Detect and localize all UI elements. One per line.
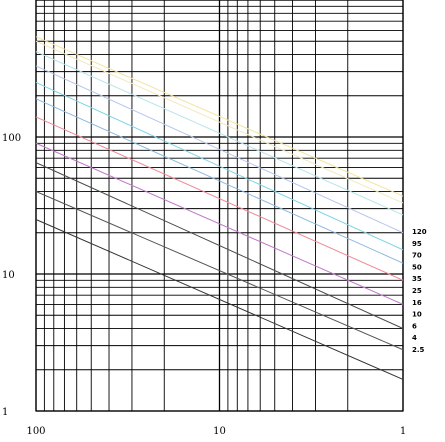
legend-label: 35	[412, 275, 422, 283]
legend-label: 6	[412, 322, 417, 330]
legend-label: 2.5	[412, 346, 425, 354]
legend-label: 10	[412, 311, 422, 319]
series-line	[35, 40, 404, 204]
y-tick-label: 100	[2, 133, 21, 144]
legend: 120 95 70 50 35 25 16 10 6 4 2.5	[412, 228, 427, 354]
series-line	[35, 82, 404, 251]
series-line	[35, 219, 404, 380]
legend-label: 4	[412, 334, 417, 342]
series-line	[35, 162, 404, 329]
series-line	[35, 191, 404, 351]
axis-tick-labels: 100 10 1 100 10 1	[2, 133, 406, 437]
grid	[35, 0, 404, 412]
y-tick-label: 10	[2, 270, 15, 281]
series-line	[35, 65, 404, 234]
series-line	[35, 36, 404, 197]
x-tick-label: 1	[400, 426, 406, 437]
x-tick-label: 10	[213, 426, 226, 437]
legend-label: 50	[412, 263, 422, 271]
y-tick-label: 1	[2, 407, 8, 418]
legend-label: 95	[412, 240, 422, 248]
series-line	[35, 51, 404, 216]
series-layer	[35, 36, 404, 380]
x-tick-label: 100	[26, 426, 45, 437]
series-line	[35, 98, 404, 264]
legend-label: 70	[412, 252, 422, 260]
legend-label: 25	[412, 287, 422, 295]
series-line	[35, 142, 404, 305]
plot-frame	[35, 0, 404, 412]
legend-label: 16	[412, 299, 422, 307]
legend-label: 120	[412, 228, 427, 236]
series-line	[35, 116, 404, 281]
